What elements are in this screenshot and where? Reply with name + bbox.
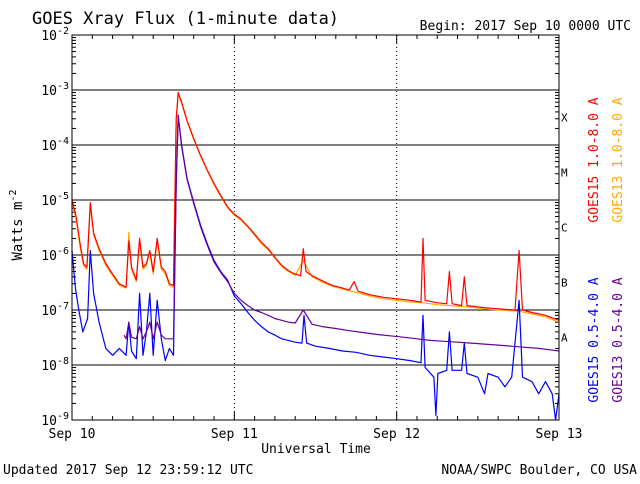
- plot-frame: [71, 34, 560, 421]
- x-tick-label: Sep 12: [373, 427, 420, 442]
- legend-goes13-1-0-8-0-a: GOES13 1.0-8.0 A: [611, 97, 626, 222]
- y-tick-base: 10: [41, 249, 57, 264]
- series-layer: [71, 91, 560, 421]
- flare-class-label-m: M: [561, 167, 568, 180]
- y-tick-base: 10: [41, 139, 57, 154]
- y-tick-base: 10: [41, 414, 57, 429]
- y-tick-exponent: -5: [57, 191, 69, 202]
- series-line-goes15-1-0-8-0-a: [71, 91, 560, 321]
- legend-goes15-1-0-8-0-a: GOES15 1.0-8.0 A: [587, 97, 602, 222]
- y-tick-label: 10-8: [41, 356, 69, 374]
- flare-class-label-a: A: [561, 332, 568, 345]
- flare-class-label-b: B: [561, 277, 568, 290]
- updated-timestamp: Updated 2017 Sep 12 23:59:12 UTC: [3, 463, 253, 478]
- legend-goes13-0-5-4-0-a: GOES13 0.5-4.0 A: [611, 277, 626, 402]
- series-line-goes13-1-0-8-0-a: [71, 93, 560, 323]
- y-tick-base: 10: [41, 29, 57, 44]
- y-tick-label: 10-4: [41, 136, 69, 154]
- x-tick-label: Sep 11: [211, 427, 258, 442]
- legend-goes15-0-5-4-0-a: GOES15 0.5-4.0 A: [587, 277, 602, 402]
- flare-class-label-c: C: [561, 222, 568, 235]
- y-tick-base: 10: [41, 194, 57, 209]
- y-tick-label: 10-7: [41, 301, 69, 319]
- y-axis-label-group: Watts m-2: [8, 189, 26, 260]
- ticks-layer: [71, 34, 560, 421]
- series-line-goes13-0-5-4-0-a: [123, 115, 560, 352]
- credit-label: NOAA/SWPC Boulder, CO USA: [441, 463, 637, 478]
- y-tick-exponent: -3: [57, 81, 69, 92]
- x-tick-label: Sep 13: [536, 427, 583, 442]
- x-axis-label: Universal Time: [261, 442, 371, 457]
- y-tick-label: 10-3: [41, 81, 69, 99]
- y-tick-exponent: -7: [57, 301, 69, 312]
- y-tick-exponent: -4: [57, 136, 69, 147]
- grid-layer: [72, 35, 559, 420]
- y-tick-label: 10-2: [41, 26, 69, 44]
- y-tick-exponent: -9: [57, 411, 69, 422]
- svg-text:Watts m-2: Watts m-2: [8, 189, 26, 260]
- y-tick-label: 10-6: [41, 246, 69, 264]
- series-line-goes15-0-5-4-0-a: [71, 114, 560, 421]
- y-tick-base: 10: [41, 304, 57, 319]
- y-axis-label-exponent: -2: [8, 189, 19, 201]
- y-tick-exponent: -2: [57, 26, 69, 37]
- y-tick-label: 10-9: [41, 411, 69, 429]
- y-tick-label: 10-5: [41, 191, 69, 209]
- y-axis-label: Watts m: [10, 202, 26, 261]
- y-tick-base: 10: [41, 84, 57, 99]
- chart-title: GOES Xray Flux (1-minute data): [32, 9, 339, 29]
- y-tick-exponent: -6: [57, 246, 69, 257]
- y-tick-base: 10: [41, 359, 57, 374]
- y-tick-exponent: -8: [57, 356, 69, 367]
- x-tick-label: Sep 10: [49, 427, 96, 442]
- flare-class-label-x: X: [561, 112, 568, 125]
- legend-layer: GOES15 1.0-8.0 A GOES13 1.0-8.0 A GOES15 0…: [587, 97, 626, 402]
- begin-label: Begin: 2017 Sep 10 0000 UTC: [420, 19, 631, 34]
